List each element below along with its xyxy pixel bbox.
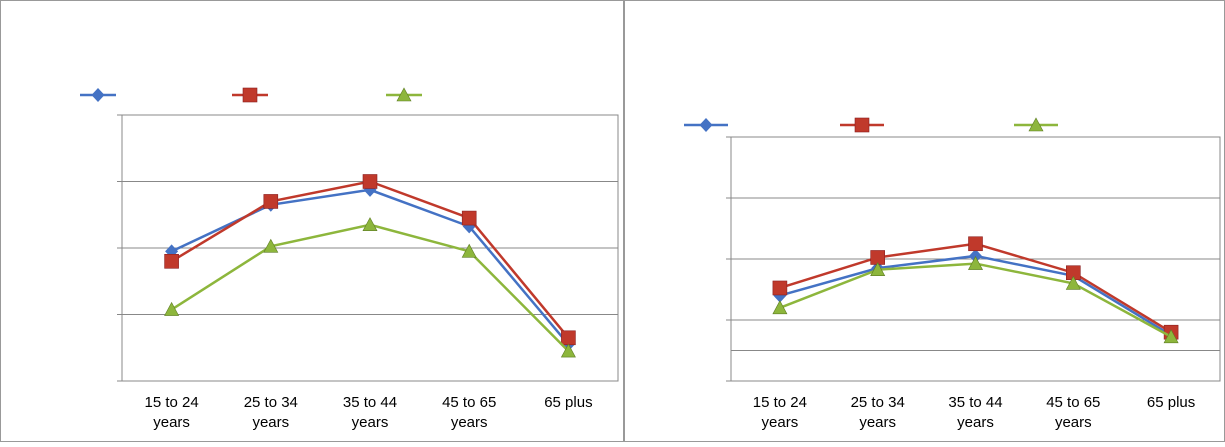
legend-marker	[242, 87, 258, 103]
data-point	[870, 262, 886, 276]
x-tick-label: 15 to 24 years	[144, 394, 198, 431]
data-point	[164, 301, 180, 316]
data-point	[968, 236, 983, 252]
x-tick-label: 45 to 65 years	[442, 394, 496, 431]
data-point	[461, 243, 477, 258]
data-point	[362, 174, 378, 189]
x-tick-label: 45 to 65 years	[1046, 394, 1100, 431]
x-tick-label: 25 to 34 years	[851, 394, 905, 431]
data-point	[1163, 329, 1179, 344]
legend-entry	[80, 88, 116, 102]
legend-marker	[91, 88, 105, 102]
legend-entry	[232, 87, 268, 103]
rural-chart-panel: 15 to 24 years 25 to 34 years 35 to 44 years 4…	[0, 0, 624, 442]
x-tick-label: 35 to 44 years	[948, 394, 1002, 431]
data-point	[263, 238, 279, 253]
series-2004-05	[164, 174, 576, 346]
chart-border	[0, 0, 624, 442]
legend-marker	[699, 118, 713, 132]
plot-area	[730, 136, 1221, 382]
legend-entry	[684, 118, 728, 132]
data-point	[263, 194, 279, 209]
data-point	[164, 254, 179, 269]
plot-area	[121, 114, 619, 382]
urban-chart: 15 to 24 years 25 to 34 years 35 to 44 years 4…	[624, 0, 1225, 442]
data-point	[772, 300, 788, 315]
legend-marker	[1028, 117, 1044, 132]
data-point	[1065, 275, 1081, 290]
x-tick-label: 65 plus	[1147, 394, 1195, 411]
data-point	[461, 210, 477, 226]
legend-marker	[854, 117, 870, 133]
rural-chart: 15 to 24 years 25 to 34 years 35 to 44 years 4…	[0, 0, 624, 442]
data-point	[165, 244, 179, 259]
data-point	[362, 217, 378, 232]
x-tick-label: 35 to 44 years	[343, 394, 397, 431]
x-tick-label: 65 plus	[544, 394, 592, 411]
data-point	[561, 330, 576, 346]
series-2011-12	[164, 217, 576, 358]
series-2004-05	[772, 236, 1179, 340]
legend-marker	[396, 87, 412, 102]
x-tick-label: 25 to 34 years	[244, 394, 298, 431]
legend-entry	[840, 117, 884, 133]
chart-border	[624, 0, 1225, 442]
data-point	[967, 255, 984, 270]
data-point	[772, 280, 788, 296]
x-tick-label: 15 to 24 years	[753, 394, 807, 431]
urban-chart-panel: 15 to 24 years 25 to 34 years 35 to 44 years 4…	[624, 0, 1225, 442]
legend-entry	[1014, 117, 1058, 132]
series-1993-94	[165, 182, 575, 352]
data-point	[560, 343, 576, 358]
legend-entry	[386, 87, 422, 102]
series-line	[170, 223, 570, 352]
series-2011-12	[772, 255, 1179, 344]
